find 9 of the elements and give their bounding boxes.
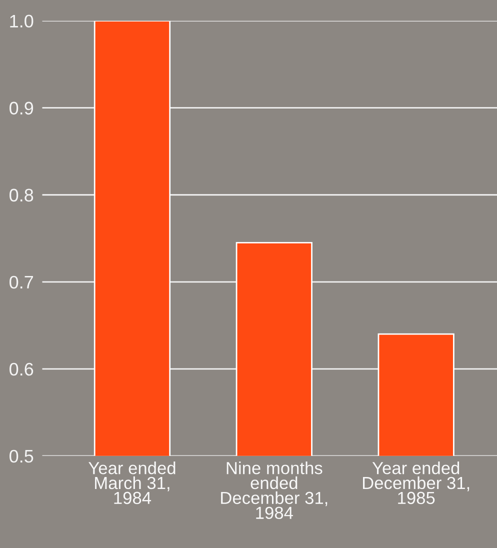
x-tick-label: Nine months ended December 31, 1984 <box>221 461 328 520</box>
y-tick-label: 1.0 <box>10 14 34 28</box>
y-tick-label: 0.9 <box>10 102 34 115</box>
y-tick-label: 0.6 <box>10 362 34 376</box>
x-tick-label: Year ended December 31, 1985 <box>363 461 470 504</box>
x-tick-label: Year ended March 31, 1984 <box>88 461 176 504</box>
y-tick-label: 0.7 <box>10 276 34 289</box>
y-tick-label: 0.8 <box>10 188 34 202</box>
y-tick-label: 0.5 <box>10 450 34 463</box>
